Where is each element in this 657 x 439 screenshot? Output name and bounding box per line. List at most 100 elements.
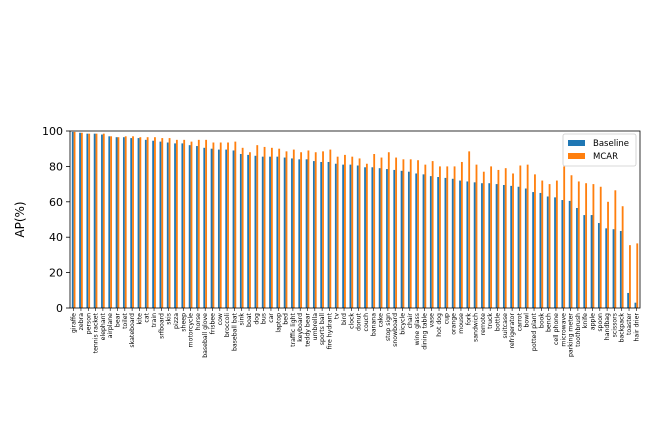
x-axis: giraffe zebra person tennis racket elephant a… [71,308,640,358]
bar-baseline-umbrella [312,161,315,308]
x-tick-label: skis [166,313,173,325]
bar-mcar-cake [380,157,383,308]
bar-baseline-spoon [597,223,600,308]
x-tick-label: vase [429,313,436,328]
bar-mcar-cow [219,142,222,308]
x-tick-label: baseball bat [231,312,238,351]
bar-baseline-train [152,140,155,308]
x-tick-label: truck [487,313,494,329]
bar-baseline-keyboard [298,159,301,308]
bar-mcar-parking-meter [570,175,573,308]
x-tick-label: sandwich [473,313,480,342]
bar-baseline-sheep [181,143,184,308]
bar-baseline-tennis-racket [93,133,96,308]
bar-baseline-broccoli [225,149,228,308]
y-axis: 0 20 40 60 80 100 [42,125,70,315]
bar-baseline-microwave [561,200,564,308]
bar-mcar-dog [256,145,259,308]
x-tick-label: boat [246,312,253,327]
x-tick-label: hot dog [436,313,443,337]
x-tick-label: handbag [604,313,611,340]
bar-baseline-traffic-light [291,158,293,308]
bar-baseline-suitcase [502,184,505,308]
x-tick-label: sports ball [319,313,326,346]
bar-baseline-dining-table [422,174,425,308]
bar-mcar-bowl [526,164,529,308]
bar-baseline-refrigerator [510,185,513,308]
bar-baseline-truck [488,183,491,308]
bar-mcar-elephant [102,133,105,308]
x-tick-label: motorcycle [188,313,195,348]
bar-baseline-carrot [517,186,520,308]
x-tick-label: stop sign [385,313,392,341]
bar-mcar-boat [249,152,251,308]
x-tick-label: frisbee [210,313,217,334]
bar-mcar-bicycle [402,159,405,308]
x-tick-label: broccoli [224,313,231,337]
bar-baseline-horse [196,146,198,308]
bar-mcar-dining-table [424,164,427,308]
bar-mcar-sheep [183,139,186,308]
bar-baseline-boat [247,154,250,308]
x-tick-label: umbrella [312,313,319,341]
x-tick-label: remote [480,313,487,335]
bar-mcar-train [154,137,156,308]
bar-mcar-car [270,147,273,308]
x-tick-label: kite [136,313,143,325]
bar-mcar-frisbee [212,142,215,308]
bar-mcar-horse [197,139,200,308]
bar-baseline-stop-sign [386,169,388,308]
bar-mcar-apple [592,184,595,308]
bar-baseline-knife [583,215,586,308]
bar-mcar-hot-dog [439,166,441,308]
x-tick-label: cow [217,313,224,325]
bar-baseline-giraffe [71,131,74,308]
bar-mcar-banana [373,154,376,308]
bar-baseline-bird [342,164,345,308]
bar-baseline-zebra [79,132,81,308]
bar-mcar-scissors [614,190,617,308]
x-tick-label: toothbrush [575,313,582,347]
bar-mcar-tv [336,156,339,308]
bar-baseline-bed [283,157,286,308]
bar-mcar-teddy-bear [307,150,310,308]
x-tick-label: carrot [516,312,523,331]
bar-baseline-handbag [605,228,608,308]
bar-mcar-fire-hydrant [329,149,332,308]
bar-mcar-traffic-light [292,149,295,308]
bar-mcar-mouse [460,161,463,308]
bar-mcar-fork [468,151,471,308]
x-tick-label: horse [195,313,202,330]
bar-mcar-stop-sign [387,152,390,308]
bar-mcar-bed [285,151,288,308]
bar-mcar-pizza [175,139,178,308]
bar-mcar-sports-ball [322,151,324,308]
x-tick-label: skateboard [129,313,136,348]
x-tick-label: bus [261,313,268,324]
bar-baseline-bus [261,156,264,308]
bar-mcar-kite [139,137,142,308]
legend-label: Baseline [593,139,629,149]
bar-mcar-bench [548,184,551,308]
bar-mcar-skateboard [132,136,134,308]
bar-mcar-skis [168,138,171,308]
bar-baseline-sink [239,154,242,308]
x-tick-label: orange [451,313,458,335]
bar-baseline-elephant [101,134,103,308]
bar-mcar-person [88,133,91,308]
bar-baseline-cake [378,168,381,308]
legend-swatch [568,140,585,146]
bar-baseline-remote [481,183,483,308]
bar-mcar-bird [344,154,346,308]
bar-mcar-bear [117,137,120,308]
x-tick-label: clock [348,313,355,329]
bar-baseline-mouse [459,180,461,308]
x-tick-label: donut [356,312,363,331]
bar-baseline-airplane [108,136,111,308]
bar-baseline-bench [546,196,549,308]
x-tick-label: scissors [611,313,618,337]
bar-baseline-kite [137,138,140,308]
x-tick-label: baseball glove [202,313,209,358]
bar-baseline-cat [144,139,147,308]
bar-baseline-bicycle [400,170,403,308]
